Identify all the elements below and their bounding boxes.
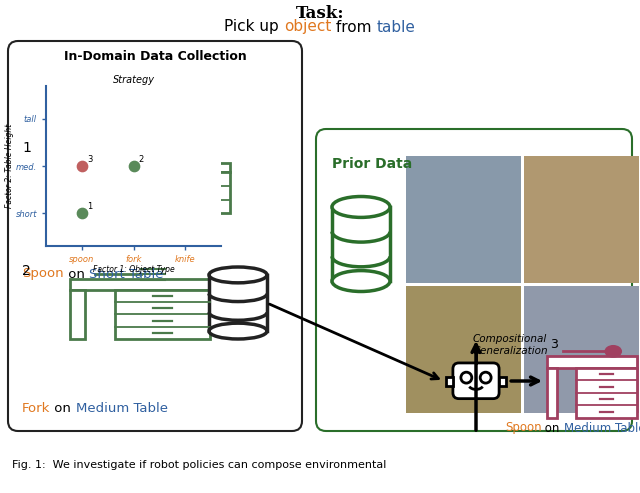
Bar (90, 163, 230, 172)
Bar (90, 172, 106, 213)
Text: Task:: Task: (296, 5, 344, 23)
Text: 1: 1 (22, 141, 31, 155)
Y-axis label: Factor 2: Table Height: Factor 2: Table Height (5, 124, 14, 208)
Text: Pick up: Pick up (225, 20, 284, 35)
Text: 2: 2 (139, 155, 144, 164)
Text: Spoon: Spoon (22, 268, 63, 281)
Text: from: from (332, 20, 377, 35)
Ellipse shape (209, 323, 267, 339)
Ellipse shape (179, 152, 194, 164)
Bar (70, 279, 210, 290)
Text: 2: 2 (22, 264, 31, 278)
Text: Fork: Fork (22, 402, 51, 416)
Point (77, 162, 87, 170)
Point (77, 209, 87, 217)
Text: table: table (377, 20, 415, 35)
Bar (135, 172, 230, 213)
Bar (524, 286, 639, 413)
Text: object: object (284, 20, 332, 35)
FancyBboxPatch shape (453, 363, 499, 399)
Circle shape (480, 372, 491, 383)
Text: on: on (541, 422, 564, 434)
Ellipse shape (209, 267, 267, 283)
Bar (445, 377, 453, 386)
Bar (406, 156, 521, 283)
Bar (70, 290, 85, 339)
Text: Medium Table: Medium Table (76, 402, 168, 416)
Bar (547, 356, 637, 368)
Text: Compositional
Generalization: Compositional Generalization (472, 334, 548, 356)
Bar (209, 275, 267, 331)
Bar (524, 156, 639, 283)
Ellipse shape (332, 197, 390, 217)
Bar (115, 290, 210, 339)
Circle shape (474, 349, 479, 353)
Point (129, 162, 139, 170)
Ellipse shape (332, 271, 390, 291)
FancyBboxPatch shape (316, 129, 632, 431)
Text: 3: 3 (550, 338, 558, 351)
Bar (576, 368, 637, 418)
Title: Strategy: Strategy (113, 75, 154, 85)
Text: In-Domain Data Collection: In-Domain Data Collection (63, 50, 246, 64)
Text: on: on (51, 402, 76, 416)
X-axis label: Factor 1: Object Type: Factor 1: Object Type (93, 265, 174, 275)
Bar (332, 207, 390, 281)
Text: on: on (63, 268, 89, 281)
Text: 3: 3 (87, 155, 93, 164)
Bar (547, 368, 557, 418)
Bar (499, 377, 506, 386)
Bar (406, 286, 521, 413)
Text: Prior Data: Prior Data (332, 157, 412, 171)
Ellipse shape (604, 345, 622, 358)
Text: Fig. 1:  We investigate if robot policies can compose environmental: Fig. 1: We investigate if robot policies… (12, 460, 387, 470)
FancyBboxPatch shape (8, 41, 302, 431)
Text: Spoon: Spoon (505, 422, 541, 434)
Text: 1: 1 (87, 202, 92, 211)
Circle shape (461, 372, 472, 383)
Text: Short Table: Short Table (89, 268, 163, 281)
Text: Medium Table: Medium Table (564, 422, 640, 434)
